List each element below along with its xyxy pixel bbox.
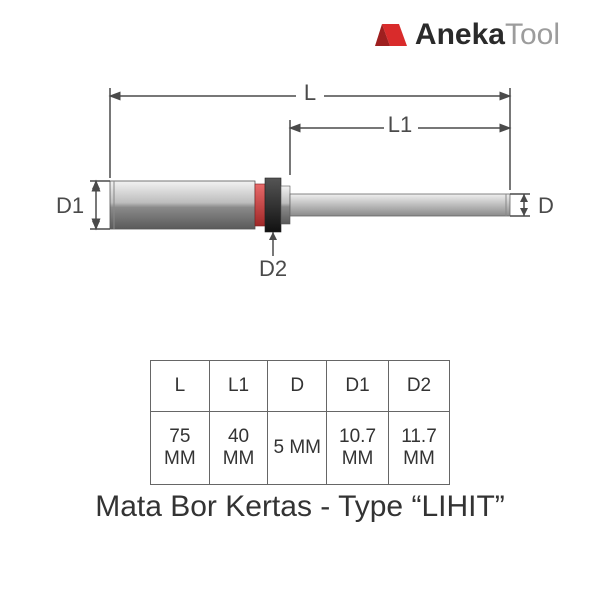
dim-label-d1: D1 bbox=[56, 193, 84, 218]
col-header: D2 bbox=[388, 361, 449, 412]
table-cell: 40 MM bbox=[209, 412, 268, 485]
table-header-row: L L1 D D1 D2 bbox=[151, 361, 450, 412]
col-header: D bbox=[268, 361, 327, 412]
table-cell: 11.7 MM bbox=[388, 412, 449, 485]
col-header: L bbox=[151, 361, 210, 412]
brand-logo: AnekaTool bbox=[373, 18, 560, 52]
dim-label-l: L bbox=[304, 80, 316, 105]
table-cell: 75 MM bbox=[151, 412, 210, 485]
table-cell: 5 MM bbox=[268, 412, 327, 485]
col-header: D1 bbox=[327, 361, 389, 412]
col-header: L1 bbox=[209, 361, 268, 412]
dim-label-d: D bbox=[538, 193, 554, 218]
table-row: 75 MM 40 MM 5 MM 10.7 MM 11.7 MM bbox=[151, 412, 450, 485]
logo-brand-light: Tool bbox=[505, 18, 560, 51]
logo-text: AnekaTool bbox=[415, 18, 560, 52]
dim-label-d2: D2 bbox=[259, 256, 287, 281]
table-cell: 10.7 MM bbox=[327, 412, 389, 485]
logo-icon bbox=[373, 20, 409, 50]
spec-table: L L1 D D1 D2 75 MM 40 MM 5 MM 10.7 MM 11… bbox=[150, 360, 450, 485]
dim-label-l1: L1 bbox=[388, 112, 412, 137]
product-caption: Mata Bor Kertas - Type “LIHIT” bbox=[0, 490, 600, 524]
logo-brand-bold: Aneka bbox=[415, 18, 505, 51]
dimension-diagram: L L1 D1 D D2 bbox=[40, 70, 560, 310]
